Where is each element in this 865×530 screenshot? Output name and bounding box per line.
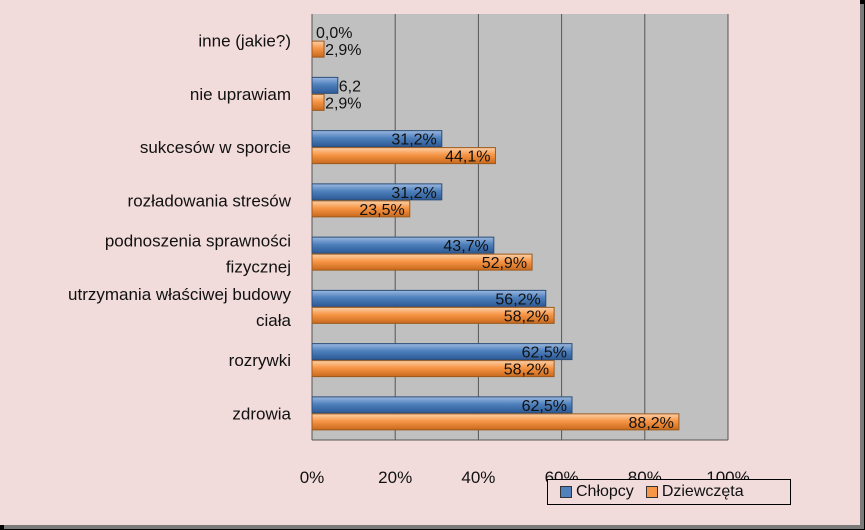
- bar-dziewczeta-0: [311, 413, 680, 431]
- data-label-chlopcy-1: 62,5%: [522, 345, 567, 362]
- bar-dziewczeta-2: [311, 306, 555, 324]
- category-label-4: rozładowania stresów: [128, 191, 292, 210]
- data-label-dziewczeta-3: 52,9%: [482, 255, 527, 272]
- category-label-0: zdrowia: [232, 404, 291, 423]
- data-label-chlopcy-5: 31,2%: [391, 132, 436, 149]
- category-label-5: sukcesów w sporcie: [140, 138, 291, 157]
- legend-item-series-1: Dziewczęta: [645, 483, 744, 501]
- legend-label-series-0: Chłopcy: [576, 483, 634, 500]
- category-label-2-line-0: utrzymania właściwej budowy: [68, 285, 291, 304]
- category-label-3-line-1: fizycznej: [226, 258, 291, 277]
- category-label-2-line-1: ciała: [256, 311, 292, 330]
- bar-chlopcy-0: [311, 396, 573, 414]
- data-label-chlopcy-2: 56,2%: [495, 291, 540, 308]
- data-label-dziewczeta-2: 58,2%: [504, 308, 549, 325]
- bar-dziewczeta-4: [311, 200, 411, 218]
- category-label-7: inne (jakie?): [198, 32, 291, 51]
- data-label-chlopcy-3: 43,7%: [443, 238, 488, 255]
- x-tick-label-1: 20%: [378, 468, 412, 487]
- data-label-dziewczeta-5: 44,1%: [445, 149, 490, 166]
- bar-dziewczeta-6: [311, 93, 325, 111]
- x-tick-label-2: 40%: [461, 468, 495, 487]
- bar-chlopcy-1: [311, 343, 573, 361]
- data-label-dziewczeta-1: 58,2%: [504, 362, 549, 379]
- data-label-chlopcy-6: 6,2: [339, 78, 361, 95]
- legend-swatch-series-1: [645, 486, 658, 498]
- bar-dziewczeta-5: [311, 147, 496, 165]
- bar-dziewczeta-3: [311, 253, 533, 271]
- bar-dziewczeta-1: [311, 360, 555, 378]
- x-tick-label-0: 0%: [300, 468, 325, 487]
- data-label-chlopcy-7: 0,0%: [316, 25, 352, 42]
- category-label-3-line-0: podnoszenia sprawności: [105, 232, 291, 251]
- bar-dziewczeta-7: [311, 40, 325, 58]
- data-label-chlopcy-0: 62,5%: [522, 398, 567, 415]
- bar-chlopcy-5: [311, 130, 443, 148]
- data-label-dziewczeta-0: 88,2%: [629, 415, 674, 432]
- category-label-1: rozrywki: [229, 351, 291, 370]
- bar-chlopcy-2: [311, 289, 547, 307]
- data-label-dziewczeta-7: 2,9%: [325, 42, 361, 59]
- bar-chlopcy-6: [311, 76, 339, 94]
- data-label-chlopcy-4: 31,2%: [391, 185, 436, 202]
- bar-chlopcy-3: [311, 236, 495, 254]
- bar-chlopcy-4: [311, 183, 443, 201]
- legend-label-series-1: Dziewczęta: [661, 483, 744, 500]
- legend-item-series-0: Chłopcy: [560, 483, 634, 501]
- data-label-dziewczeta-6: 2,9%: [325, 95, 361, 112]
- data-label-dziewczeta-4: 23,5%: [359, 202, 404, 219]
- legend-swatch-series-0: [560, 486, 572, 498]
- legend: Chłopcy Dziewczęta: [547, 479, 791, 505]
- category-label-6: nie uprawiam: [190, 85, 291, 104]
